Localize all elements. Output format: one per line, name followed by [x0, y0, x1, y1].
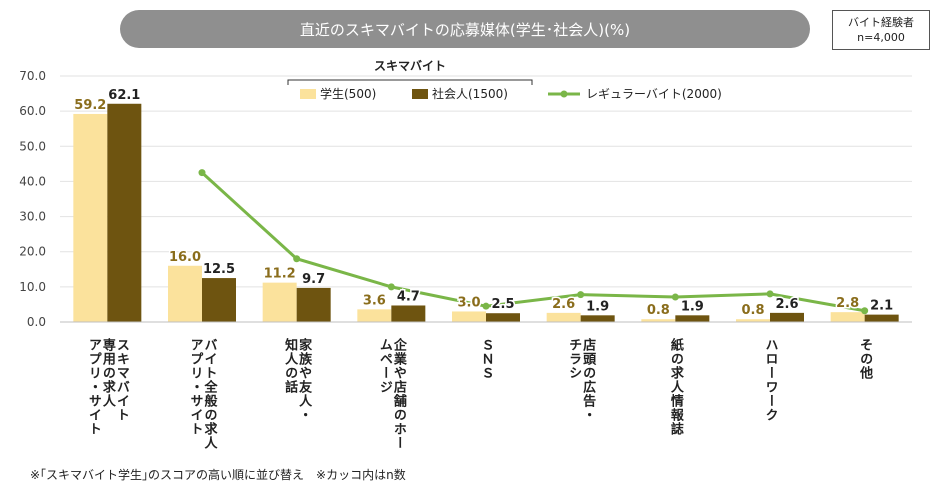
- bar-worker: [770, 312, 804, 322]
- bar-student: [357, 309, 392, 322]
- category-label: 企業や店舗のホー: [391, 337, 408, 450]
- legend-marker-regular: [560, 90, 568, 98]
- data-label: 2.6: [552, 297, 575, 312]
- bar-worker: [296, 287, 331, 322]
- category-label: ムページ: [377, 338, 393, 394]
- data-label: 16.0: [169, 250, 201, 265]
- category-label: 店頭の広告・: [580, 337, 596, 422]
- bar-worker: [107, 103, 142, 323]
- category-label: ＳＮＳ: [479, 338, 494, 380]
- bar-worker: [202, 278, 236, 322]
- line-point: [198, 169, 206, 177]
- chart-title: 直近のスキマバイトの応募媒体(学生･社会人)(%): [120, 10, 810, 48]
- data-label: 1.9: [681, 299, 704, 314]
- bar-worker: [864, 314, 899, 322]
- legend-swatch-worker: [412, 89, 428, 99]
- data-label: 9.7: [302, 272, 325, 287]
- data-label: 3.6: [363, 293, 386, 308]
- bar-worker: [580, 315, 615, 322]
- line-point: [671, 293, 679, 301]
- category-label: 専用の求人: [100, 337, 117, 408]
- bar-student: [452, 311, 486, 322]
- y-tick-label: 20.0: [19, 245, 46, 259]
- y-tick-label: 60.0: [19, 104, 46, 118]
- line-point: [861, 307, 869, 315]
- category-label: 紙の求人情報誌: [668, 337, 684, 436]
- legend-group-label: スキマバイト: [374, 59, 446, 73]
- data-label: 3.0: [457, 295, 480, 310]
- data-label: 12.5: [203, 262, 235, 277]
- footnote: ※｢スキマバイト学生｣のスコアの高い順に並び替え ※カッコ内はn数: [30, 468, 406, 482]
- sample-size-count: n=4,000: [857, 31, 905, 44]
- line-series-regular: [200, 171, 865, 313]
- data-label: 1.9: [586, 299, 609, 314]
- data-label: 0.8: [741, 303, 764, 318]
- legend-label-student: 学生(500): [320, 86, 376, 101]
- category-label: アプリ・サイト: [188, 338, 204, 436]
- category-label: その他: [857, 338, 874, 380]
- y-tick-label: 0.0: [27, 315, 46, 329]
- data-label: 2.8: [836, 296, 859, 311]
- legend-label-worker: 社会人(1500): [432, 86, 508, 101]
- category-label: 知人の話: [282, 337, 298, 394]
- data-label: 62.1: [108, 88, 140, 103]
- bar-student: [830, 312, 865, 322]
- y-tick-label: 40.0: [19, 174, 46, 188]
- category-label: ハローワーク: [763, 338, 779, 422]
- bar-student: [641, 319, 676, 322]
- data-label: 2.6: [775, 297, 798, 312]
- category-label: バイト全般の求人: [202, 338, 219, 450]
- legend-swatch-student: [300, 89, 316, 99]
- bar-student: [262, 282, 297, 322]
- line-point: [577, 291, 585, 299]
- data-label: 11.2: [264, 267, 296, 282]
- sample-size-box: バイト経験者 n=4,000: [832, 10, 930, 50]
- y-tick-label: 50.0: [19, 139, 46, 153]
- bar-worker: [391, 305, 426, 322]
- bar-student: [546, 312, 581, 322]
- data-label: 2.5: [491, 297, 514, 312]
- y-tick-label: 10.0: [19, 280, 46, 294]
- bar-student: [73, 113, 108, 322]
- category-label: アプリ・サイト: [86, 338, 102, 436]
- y-tick-label: 70.0: [19, 69, 46, 83]
- sample-size-label: バイト経験者: [848, 16, 914, 29]
- bar-student: [168, 265, 202, 322]
- legend-bracket: [287, 79, 533, 85]
- bar-worker: [486, 313, 520, 322]
- category-label: 家族や友人・: [296, 337, 312, 422]
- bar-worker: [675, 315, 710, 322]
- category-label: スキマバイト: [114, 338, 130, 422]
- data-label: 59.2: [74, 98, 106, 113]
- line-point: [482, 302, 490, 310]
- data-label: 0.8: [647, 303, 670, 318]
- legend-label-regular: レギュラーバイト(2000): [586, 87, 722, 101]
- line-point: [387, 283, 395, 291]
- line-point: [293, 255, 301, 263]
- line-point: [766, 290, 774, 298]
- data-label: 2.1: [870, 299, 893, 314]
- data-label: 4.7: [397, 289, 420, 304]
- bar-student: [736, 319, 770, 322]
- category-label: チラシ: [566, 338, 581, 380]
- y-tick-label: 30.0: [19, 210, 46, 224]
